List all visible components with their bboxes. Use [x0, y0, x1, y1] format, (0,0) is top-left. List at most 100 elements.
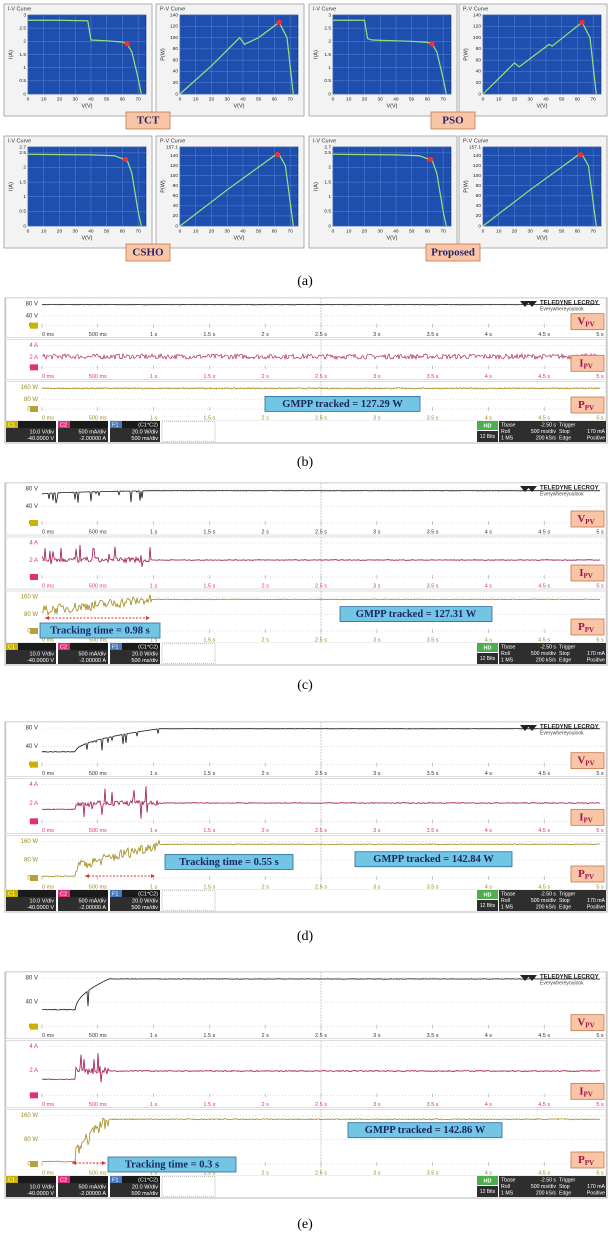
level-label: 80 V — [26, 726, 38, 732]
plot-title: P-V Curve — [463, 138, 488, 144]
time-label: 1.5 s — [203, 374, 215, 380]
level-label: 4 A — [29, 343, 38, 349]
time-label: 0 ms — [42, 583, 54, 589]
x-tick-label: 20 — [209, 228, 215, 234]
logo-tagline: Everywhereyoulook — [540, 730, 584, 736]
time-label: 1 s — [150, 374, 158, 380]
status-text: C1 — [8, 644, 15, 650]
y-tick-label: 100 — [473, 173, 481, 179]
status-text: C2 — [60, 644, 67, 650]
status-text: 500 ms/div — [531, 898, 556, 904]
method-label: PSO — [442, 115, 464, 127]
status-text: -2.00000 A — [79, 658, 106, 664]
time-label: 0 ms — [42, 415, 54, 421]
caption: (b) — [297, 455, 314, 470]
x-axis-label: V(V) — [537, 103, 548, 109]
level-label: 40 V — [26, 313, 38, 319]
level-label: 2 A — [29, 558, 38, 564]
status-text: Stop — [559, 429, 570, 435]
time-label: 2 s — [262, 828, 270, 834]
pv-window: I-V Curve00.511.522.52.7010203040506070V… — [4, 136, 152, 248]
method-label: TCT — [137, 115, 160, 127]
y-tick-label: 2 — [328, 165, 331, 171]
time-label: 4.5 s — [538, 1170, 550, 1176]
y-tick-label: 3 — [328, 12, 331, 18]
y-tick-label: 20 — [476, 80, 482, 86]
y-tick-label: 1 — [23, 194, 26, 200]
plot-area — [180, 147, 298, 226]
time-label: 2 s — [262, 415, 270, 421]
x-tick-label: 20 — [512, 96, 518, 102]
time-label: 4 s — [485, 374, 493, 380]
x-tick-label: 30 — [378, 96, 384, 102]
x-tick-label: 40 — [240, 228, 246, 234]
time-label: 4 s — [485, 332, 493, 338]
y-tick-label: 2.5 — [19, 150, 26, 156]
x-tick-label: 60 — [425, 228, 431, 234]
level-label: 160 W — [21, 595, 39, 601]
channel-strip — [6, 722, 606, 777]
status-text: 500 ms/div — [131, 436, 158, 442]
time-label: 1.5 s — [203, 771, 215, 777]
status-text: 200 kS/s — [536, 658, 557, 664]
time-label: 2 s — [262, 637, 270, 643]
channel-tag-sub: PV — [585, 1159, 594, 1167]
channel-strip — [6, 1041, 606, 1108]
time-label: 4 s — [485, 1170, 493, 1176]
plot-title: I-V Curve — [313, 6, 336, 12]
status-text: -2.50 s — [540, 891, 556, 897]
status-text: F1 — [112, 891, 118, 897]
status-text: Tbase — [501, 644, 516, 650]
time-label: 500 ms — [89, 884, 107, 890]
time-label: 4.5 s — [538, 529, 550, 535]
y-axis-label: I(A) — [313, 50, 319, 59]
time-label: 1 s — [150, 529, 158, 535]
x-tick-label: 60 — [272, 96, 278, 102]
time-label: 0 ms — [42, 374, 54, 380]
y-tick-label: 100 — [473, 35, 481, 41]
status-text: -40.0000 V — [27, 436, 54, 442]
status-text: Stop — [559, 1184, 570, 1190]
channel-tag-sub: PV — [585, 873, 594, 881]
time-label: 0 ms — [42, 1033, 54, 1039]
status-text: F1 — [112, 1177, 118, 1183]
time-label: 3 s — [373, 1102, 381, 1108]
y-tick-label: 60 — [476, 57, 482, 63]
y-tick-label: 80 — [476, 46, 482, 52]
y-axis-label: P(W) — [463, 48, 469, 61]
x-axis-label: V(V) — [387, 103, 398, 109]
status-text: Tbase — [501, 422, 516, 428]
mpp-point — [125, 41, 130, 46]
annotation: Tracking time = 0.3 s — [125, 1159, 219, 1170]
x-tick-label: 50 — [104, 96, 110, 102]
annotation: GMPP tracked = 127.29 W — [282, 399, 403, 410]
x-tick-label: 10 — [193, 228, 199, 234]
status-text: Trigger — [559, 644, 576, 650]
status-text: Trigger — [559, 891, 576, 897]
time-label: 1.5 s — [203, 1102, 215, 1108]
plot-title: P-V Curve — [160, 138, 185, 144]
level-label: 80 V — [26, 976, 38, 982]
x-tick-label: 40 — [393, 228, 399, 234]
channel-tag-sub: PV — [583, 1090, 592, 1098]
status-text: 500 mA/div — [78, 898, 106, 904]
annotation: GMPP tracked = 142.84 W — [373, 854, 494, 865]
status-text: 500 ms/div — [131, 905, 158, 911]
y-tick-label: 1 — [328, 65, 331, 71]
y-tick-label: 0.5 — [324, 209, 331, 215]
time-label: 5 s — [596, 771, 604, 777]
status-text: F1 — [112, 422, 118, 428]
status-text: -40.0000 V — [27, 1191, 54, 1197]
x-tick-label: 50 — [409, 96, 415, 102]
time-label: 4 s — [485, 583, 493, 589]
x-tick-label: 20 — [362, 228, 368, 234]
status-text: -2.50 s — [540, 644, 556, 650]
x-tick-label: 70 — [135, 228, 141, 234]
x-tick-label: 20 — [57, 228, 63, 234]
x-tick-label: 30 — [378, 228, 384, 234]
time-label: 4 s — [485, 415, 493, 421]
time-label: 3 s — [373, 637, 381, 643]
x-tick-label: 40 — [240, 96, 246, 102]
level-label: 160 W — [21, 385, 39, 391]
